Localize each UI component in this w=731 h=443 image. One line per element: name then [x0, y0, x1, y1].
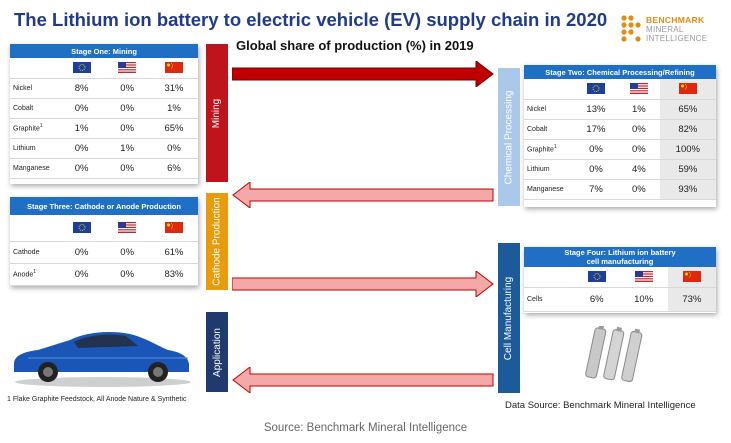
eu-flag-icon	[586, 83, 605, 95]
cathode-production-stage-label: Cathode Production	[211, 197, 223, 286]
cell-manufacturing-stage-label: Cell Manufacturing	[503, 276, 515, 360]
flag-row	[524, 267, 716, 288]
us-flag-icon	[118, 62, 137, 74]
page-title: The Lithium ion battery to electric vehi…	[14, 9, 608, 30]
row-label: Cobalt	[10, 98, 59, 119]
flag-row	[10, 215, 198, 242]
cathode-production-stage-bar: Cathode Production	[206, 193, 228, 290]
benchmark-logo-icon	[621, 15, 641, 42]
stage-one-panel: Stage One: Mining Nickel 8% 0% 31% Cobalt 0%…	[10, 44, 198, 184]
stage-three-panel: Stage Three: Cathode or Anode Production…	[10, 197, 198, 286]
logo-line1: BENCHMARK	[646, 15, 705, 25]
logo-line2: MINERAL	[646, 25, 684, 34]
chemical-processing-stage-bar: Chemical Processing	[498, 68, 520, 206]
table-row: Lithium 0% 1% 0%	[10, 138, 198, 159]
row-label: Anode1	[10, 263, 59, 286]
stage-four-header: Stage Four: Lithium ion battery cell man…	[524, 247, 716, 267]
stage-two-table: Nickel 13% 1% 65% Cobalt 17% 0% 82% Graphite1 0…	[524, 79, 716, 200]
us-flag-icon	[118, 222, 137, 234]
us-flag-icon	[629, 83, 648, 95]
chemical-to-cathode-arrow	[232, 182, 494, 208]
row-label: Graphite1	[524, 139, 574, 160]
china-flag-icon	[682, 271, 701, 283]
table-row: Lithium 0% 4% 59%	[524, 159, 716, 180]
row-label: Graphite1	[10, 118, 59, 139]
row-label: Nickel	[10, 78, 59, 99]
eu-flag-icon	[72, 62, 91, 74]
mining-stage-bar: Mining	[206, 44, 228, 182]
table-row: Cathode 0% 0% 61%	[10, 241, 198, 264]
row-label: Cathode	[10, 241, 59, 264]
application-stage-bar: Application	[206, 312, 228, 392]
row-label: Cobalt	[524, 119, 574, 140]
us-flag-icon	[634, 271, 653, 283]
stage-three-header: Stage Three: Cathode or Anode Production	[10, 197, 198, 215]
table-row: Nickel 8% 0% 31%	[10, 78, 198, 99]
logo-line3: INTELLIGENCE	[646, 34, 708, 43]
china-flag-icon	[164, 62, 183, 74]
source-caption: Source: Benchmark Mineral Intelligence	[263, 422, 468, 434]
china-flag-icon	[164, 222, 183, 234]
eu-flag-icon	[587, 271, 606, 283]
table-row: Manganese 0% 0% 6%	[10, 158, 198, 179]
flag-row	[10, 58, 198, 79]
eu-flag-icon	[72, 222, 91, 234]
row-label: Manganese	[524, 179, 574, 200]
graphite-footnote: 1 Flake Graphite Feedstock, All Anode Na…	[7, 396, 187, 403]
stage-one-header: Stage One: Mining	[10, 44, 198, 58]
stage-four-header-line1: Stage Four: Lithium ion battery	[564, 248, 676, 257]
cell-manufacturing-stage-bar: Cell Manufacturing	[498, 243, 520, 393]
row-label: Lithium	[10, 138, 59, 159]
cell-to-application-arrow	[232, 367, 494, 393]
table-row: Nickel 13% 1% 65%	[524, 99, 716, 120]
stage-three-table: Cathode 0% 0% 61% Anode1 0% 0% 83%	[10, 215, 198, 286]
stage-four-table: Cells 6% 10% 73%	[524, 267, 716, 312]
stage-one-table: Nickel 8% 0% 31% Cobalt 0% 0% 1% Graphite1 1% 0%…	[10, 58, 198, 179]
table-row: Graphite1 1% 0% 65%	[10, 118, 198, 139]
stage-four-panel: Stage Four: Lithium ion battery cell man…	[524, 247, 716, 313]
benchmark-logo: BENCHMARK MINERAL INTELLIGENCE	[620, 12, 725, 48]
mining-to-chemical-arrow	[232, 61, 494, 87]
flag-row	[524, 79, 716, 100]
stage-two-header: Stage Two: Chemical Processing/Refining	[524, 65, 716, 79]
stage-four-header-line2: cell manufacturing	[586, 257, 654, 266]
electric-car-icon	[14, 332, 191, 387]
data-source-note: Data Source: Benchmark Mineral Intellige…	[505, 400, 696, 411]
stage-two-panel: Stage Two: Chemical Processing/Refining …	[524, 65, 716, 207]
cathode-to-cell-arrow	[232, 271, 494, 297]
row-label: Lithium	[524, 159, 574, 180]
table-row: Cells 6% 10% 73%	[524, 287, 716, 312]
row-label: Cells	[524, 287, 574, 312]
table-row: Manganese 7% 0% 93%	[524, 179, 716, 200]
diagram-subtitle: Global share of production (%) in 2019	[236, 38, 474, 53]
china-flag-icon	[678, 83, 697, 95]
battery-cells-icon	[585, 326, 643, 383]
row-label: Nickel	[524, 99, 574, 120]
table-row: Cobalt 0% 0% 1%	[10, 98, 198, 119]
application-stage-label: Application	[211, 327, 223, 377]
table-row: Graphite1 0% 0% 100%	[524, 139, 716, 160]
table-row: Anode1 0% 0% 83%	[10, 263, 198, 286]
row-label: Manganese	[10, 158, 59, 179]
mining-stage-label: Mining	[211, 98, 223, 128]
table-row: Cobalt 17% 0% 82%	[524, 119, 716, 140]
chemical-processing-stage-label: Chemical Processing	[503, 90, 515, 184]
